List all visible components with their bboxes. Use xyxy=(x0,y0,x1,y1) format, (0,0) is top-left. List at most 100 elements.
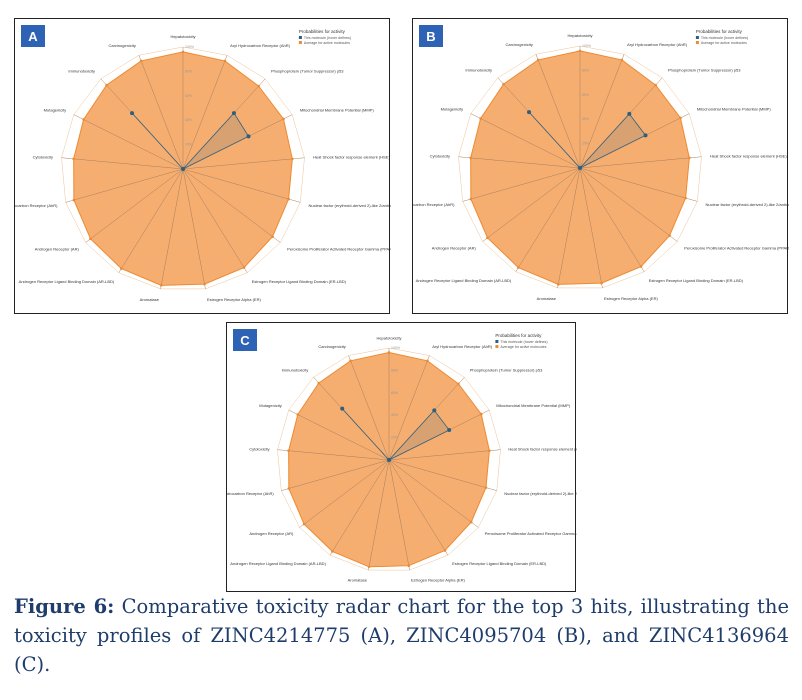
average-point xyxy=(257,84,260,88)
legend-entry: Average for active molecules xyxy=(304,41,350,45)
axis-spoke xyxy=(277,449,390,461)
axis-spoke xyxy=(138,55,184,170)
tick-label: 40% xyxy=(391,413,398,417)
average-point xyxy=(139,59,143,63)
molecule-center-point xyxy=(578,166,582,170)
axis-spoke xyxy=(182,168,206,289)
average-point xyxy=(486,236,489,240)
axis-spoke xyxy=(329,459,390,556)
axis-label: Aryl hydrocarbon Receptor (AhR) xyxy=(413,202,455,207)
average-point xyxy=(282,117,285,121)
axis-spoke xyxy=(482,167,581,242)
legend-swatch xyxy=(298,41,302,44)
average-point xyxy=(349,359,352,363)
axis-label: Cytotoxicity xyxy=(430,153,450,158)
axis-label: Androgen Receptor (AR) xyxy=(432,245,477,250)
axis-spoke xyxy=(470,113,581,169)
axis-label: Carcinogenicity xyxy=(505,42,532,47)
average-point xyxy=(556,283,560,286)
axis-label: Androgen Receptor Ligand Binding Domain … xyxy=(230,561,326,566)
axis-label: Peroxisome Proliferator Activated Recept… xyxy=(485,531,577,536)
average-point xyxy=(469,520,473,524)
molecule-point xyxy=(627,111,632,116)
axis-spoke xyxy=(73,114,184,170)
radar-chart-b: 20% 40% 60% 80% 100% Hepatotoxicity Aryl Hydro… xyxy=(413,29,789,301)
axis-spoke xyxy=(388,449,501,461)
molecule-series-area xyxy=(131,112,250,170)
tick-label: 60% xyxy=(582,93,589,97)
axis-label: Cytotoxicity xyxy=(249,446,269,451)
legend-entry: This molecule (hover defines) xyxy=(500,340,547,344)
tick-label: 80% xyxy=(391,368,398,372)
axis-label: Aromatase xyxy=(348,577,368,582)
axis-label: Estrogen Receptor Ligand Binding Domain … xyxy=(252,279,347,284)
average-point xyxy=(82,118,85,121)
average-point xyxy=(517,266,520,269)
axis-spoke xyxy=(348,355,390,461)
figure-caption: Figure 6: Comparative toxicity radar cha… xyxy=(14,592,789,679)
axis-label: Nuclear factor (erythroid-derived 2)-lik… xyxy=(706,202,789,207)
radar-chart-c: 20% 40% 60% 80% 100% Hepatotoxicity Aryl Hydro… xyxy=(227,333,577,582)
axis-label: Mitochondrial Membrane Potential (MMP) xyxy=(300,107,374,112)
tick-label: 100% xyxy=(582,44,591,48)
molecule-point xyxy=(447,428,452,433)
figure-caption-text: Comparative toxicity radar chart for the… xyxy=(14,595,789,676)
axis-spoke xyxy=(535,54,581,169)
axis-label: Aromatase xyxy=(140,297,160,302)
average-point xyxy=(488,449,491,452)
molecule-series-area xyxy=(528,111,647,169)
tick-label: 40% xyxy=(185,118,192,122)
axis-label: Aryl Hydrocarbon Receptor (AhR) xyxy=(230,43,290,48)
average-point xyxy=(502,82,505,86)
axis-label: Peroxisome Proliferator Activated Recept… xyxy=(684,245,789,250)
grid-ring xyxy=(61,46,305,290)
average-point xyxy=(639,265,643,268)
tick-label: 80% xyxy=(185,69,192,73)
axis-label: Heat Shock factor response element (HSE) xyxy=(710,153,787,158)
axis-spoke xyxy=(65,168,184,203)
average-point xyxy=(387,351,391,354)
average-point xyxy=(242,266,246,269)
axis-label: Hepatotoxicity xyxy=(376,336,401,341)
axis-label: Aryl Hydrocarbon Receptor (AhR) xyxy=(627,42,687,47)
average-point xyxy=(287,449,290,452)
axis-spoke xyxy=(579,167,678,242)
axis-label: Peroxisome Proliferator Activated Recept… xyxy=(287,246,391,251)
axis-label: Cytotoxicity xyxy=(33,154,53,159)
axis-label: Estrogen Receptor Ligand Binding Domain … xyxy=(649,278,744,283)
axis-spoke xyxy=(557,167,581,288)
average-point xyxy=(443,549,447,552)
average-point xyxy=(317,381,321,385)
legend-swatch xyxy=(495,345,499,348)
axis-spoke xyxy=(288,409,390,461)
axis-label: Hepatotoxicity xyxy=(170,34,195,39)
axis-label: Nuclear factor (erythroid-derived 2)-lik… xyxy=(504,491,577,496)
axis-label: Carcinogenicity xyxy=(318,344,345,349)
panel-label-badge: B xyxy=(419,25,443,47)
axis-spoke xyxy=(579,167,645,272)
average-point xyxy=(302,522,306,526)
grid-ring xyxy=(158,144,208,194)
molecule-point xyxy=(340,406,345,411)
tick-label: 60% xyxy=(185,94,192,98)
axis-label: Aryl Hydrocarbon Receptor (AhR) xyxy=(432,344,492,349)
legend-entry: This molecule (hover defines) xyxy=(304,36,351,40)
axis-spoke xyxy=(299,459,390,528)
axis-label: Estrogen Receptor Alpha (ER) xyxy=(207,297,261,302)
axis-spoke xyxy=(579,54,625,169)
axis-spoke xyxy=(182,168,301,203)
axis-spoke xyxy=(118,168,184,273)
axis-spoke xyxy=(281,459,390,491)
axis-spoke xyxy=(388,459,449,556)
legend-entry: Average for active molecules xyxy=(701,41,747,45)
average-point xyxy=(688,156,691,160)
legend-swatch xyxy=(495,340,499,343)
average-point xyxy=(407,564,411,567)
tick-label: 100% xyxy=(185,45,194,49)
molecule-point xyxy=(527,110,532,115)
panel-label-badge: A xyxy=(21,25,45,47)
axis-label: Aromatase xyxy=(537,296,557,301)
average-point xyxy=(291,157,294,161)
axis-label: Phosphoprotein (Tumor Suppressor) p53 xyxy=(470,367,543,372)
axis-label: Immunotoxicity xyxy=(465,68,492,73)
